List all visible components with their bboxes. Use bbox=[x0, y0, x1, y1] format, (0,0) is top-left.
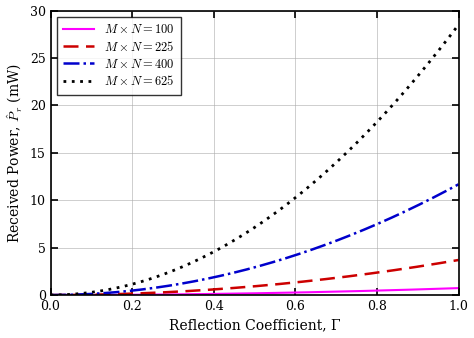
$M \times N = 400$ bbox=[446, 188, 452, 192]
$M \times N = 400$ bbox=[244, 267, 250, 271]
$M \times N = 225$ bbox=[446, 260, 452, 264]
$M \times N = 625$ bbox=[382, 112, 388, 116]
$M \times N = 400$ bbox=[456, 182, 461, 186]
$M \times N = 400$ bbox=[48, 293, 54, 297]
$M \times N = 100$ bbox=[48, 293, 54, 297]
$M \times N = 100$ bbox=[456, 286, 461, 290]
$M \times N = 225$ bbox=[382, 269, 388, 273]
$M \times N = 400$ bbox=[382, 219, 388, 223]
$M \times N = 100$ bbox=[244, 291, 250, 295]
$M \times N = 100$ bbox=[241, 291, 247, 295]
$M \times N = 625$ bbox=[456, 23, 461, 27]
$M \times N = 625$ bbox=[268, 214, 274, 218]
Line: $M \times N = 100$: $M \times N = 100$ bbox=[51, 288, 458, 295]
$M \times N = 225$ bbox=[241, 285, 247, 289]
$M \times N = 225$ bbox=[456, 258, 461, 262]
Line: $M \times N = 625$: $M \times N = 625$ bbox=[51, 25, 458, 295]
$M \times N = 625$ bbox=[244, 231, 250, 235]
$M \times N = 225$ bbox=[268, 283, 274, 287]
$M \times N = 100$ bbox=[446, 286, 452, 290]
Line: $M \times N = 400$: $M \times N = 400$ bbox=[51, 184, 458, 295]
$M \times N = 400$ bbox=[268, 261, 274, 265]
$M \times N = 625$ bbox=[241, 232, 247, 236]
$M \times N = 225$ bbox=[291, 281, 296, 285]
Y-axis label: Received Power, $\hat{P}_r$ (mW): Received Power, $\hat{P}_r$ (mW) bbox=[6, 63, 24, 243]
$M \times N = 100$ bbox=[291, 291, 296, 295]
$M \times N = 400$ bbox=[241, 268, 247, 272]
Line: $M \times N = 225$: $M \times N = 225$ bbox=[51, 260, 458, 295]
$M \times N = 625$ bbox=[48, 293, 54, 297]
$M \times N = 625$ bbox=[446, 35, 452, 40]
$M \times N = 225$ bbox=[48, 293, 54, 297]
$M \times N = 225$ bbox=[244, 285, 250, 289]
X-axis label: Reflection Coefficient, Γ: Reflection Coefficient, Γ bbox=[169, 318, 340, 333]
$M \times N = 400$ bbox=[291, 254, 296, 258]
$M \times N = 625$ bbox=[291, 197, 296, 201]
Legend: $M \times N = 100$, $M \times N = 225$, $M \times N = 400$, $M \times N = 625$: $M \times N = 100$, $M \times N = 225$, … bbox=[57, 17, 181, 95]
$M \times N = 100$ bbox=[268, 291, 274, 295]
$M \times N = 100$ bbox=[382, 288, 388, 292]
